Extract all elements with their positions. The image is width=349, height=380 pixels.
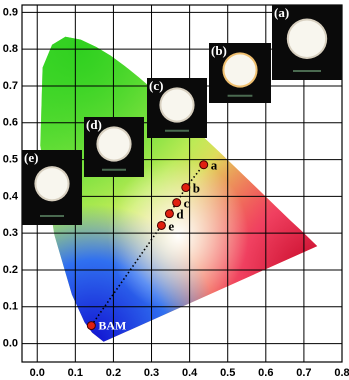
inset-lamp [36, 168, 68, 200]
point-label: d [176, 207, 184, 222]
y-tick-label: 0.3 [3, 227, 18, 239]
data-point [164, 209, 174, 219]
inset-lamp [98, 128, 130, 160]
inset-lamp [161, 89, 193, 121]
y-tick-label: 0.4 [3, 190, 19, 202]
point-label: a [211, 158, 218, 173]
y-tick-label: 0.8 [3, 43, 18, 55]
x-tick-label: 0.8 [334, 367, 349, 379]
x-tick-label: 0.4 [182, 367, 198, 379]
inset-label: (c) [149, 78, 163, 93]
point-label: BAM [98, 318, 126, 332]
x-tick-label: 0.6 [258, 367, 273, 379]
y-tick-label: 0.5 [3, 153, 18, 165]
series-line [90, 164, 205, 327]
y-tick-label: 0.0 [3, 338, 18, 350]
inset-label: (d) [86, 117, 102, 132]
inset-label: (e) [24, 150, 38, 165]
x-tick-label: 0.2 [106, 367, 121, 379]
data-point [199, 160, 209, 170]
x-tick-label: 0.7 [296, 367, 311, 379]
data-point [181, 183, 191, 193]
x-tick-label: 0.0 [30, 367, 45, 379]
y-tick-label: 0.1 [3, 301, 18, 313]
data-point [86, 321, 96, 331]
y-tick-label: 0.2 [3, 264, 18, 276]
data-point [172, 198, 182, 208]
inset-label: (a) [274, 5, 289, 20]
inset-lamp [224, 54, 256, 86]
y-tick-label: 0.6 [3, 117, 18, 129]
x-tick-label: 0.3 [144, 367, 159, 379]
point-label: b [193, 181, 200, 196]
point-label: e [168, 218, 174, 233]
x-tick-label: 0.1 [68, 367, 83, 379]
point-label: c [184, 196, 190, 211]
inset-label: (b) [211, 43, 227, 58]
x-tick-label: 0.5 [220, 367, 235, 379]
y-tick-label: 0.7 [3, 80, 18, 92]
data-point [156, 220, 166, 230]
inset-lamp [288, 20, 326, 57]
y-tick-label: 0.9 [3, 6, 18, 18]
